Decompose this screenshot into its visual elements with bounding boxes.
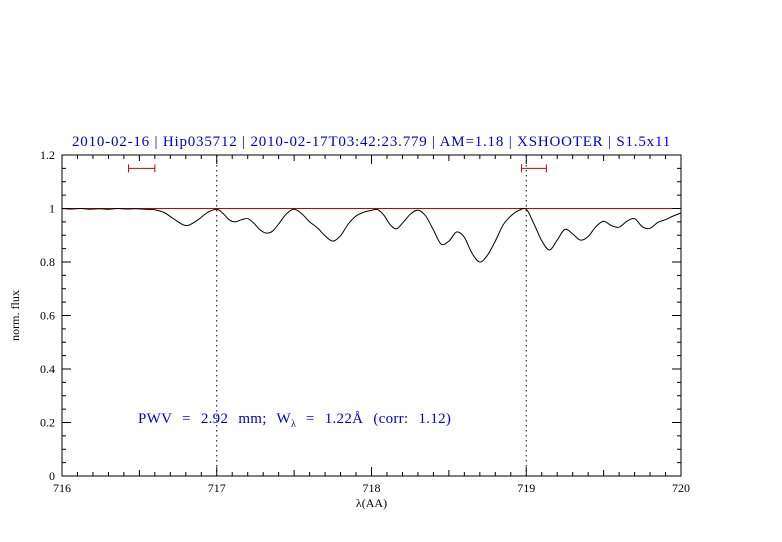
pwv-annotation-subscript: λ xyxy=(290,419,296,430)
x-tick-label: 720 xyxy=(672,481,690,495)
y-axis-label: norm. flux xyxy=(8,290,22,341)
pwv-annotation-suffix: = 1.22Å (corr: 1.12) xyxy=(295,411,452,427)
x-axis-label: λ(AA) xyxy=(356,496,387,510)
y-tick-label: 0.4 xyxy=(40,362,55,376)
y-tick-label: 1 xyxy=(49,202,55,216)
y-tick-label: 0.6 xyxy=(40,309,55,323)
plot-title: 2010-02-16 | Hip035712 | 2010-02-17T03:4… xyxy=(71,134,672,150)
pwv-annotation-prefix: PWV = 2.92 mm; W xyxy=(138,411,291,427)
x-tick-label: 717 xyxy=(208,481,226,495)
y-tick-label: 0 xyxy=(49,469,55,483)
y-tick-label: 1.2 xyxy=(40,148,55,162)
x-tick-label: 716 xyxy=(53,481,71,495)
y-tick-label: 0.2 xyxy=(40,416,55,430)
x-tick-label: 719 xyxy=(517,481,535,495)
spectrum-line xyxy=(61,207,682,263)
y-tick-label: 0.8 xyxy=(40,255,55,269)
x-tick-label: 718 xyxy=(363,481,381,495)
pwv-annotation: PWV = 2.92 mm; Wλ = 1.22Å (corr: 1.12) xyxy=(138,411,451,430)
